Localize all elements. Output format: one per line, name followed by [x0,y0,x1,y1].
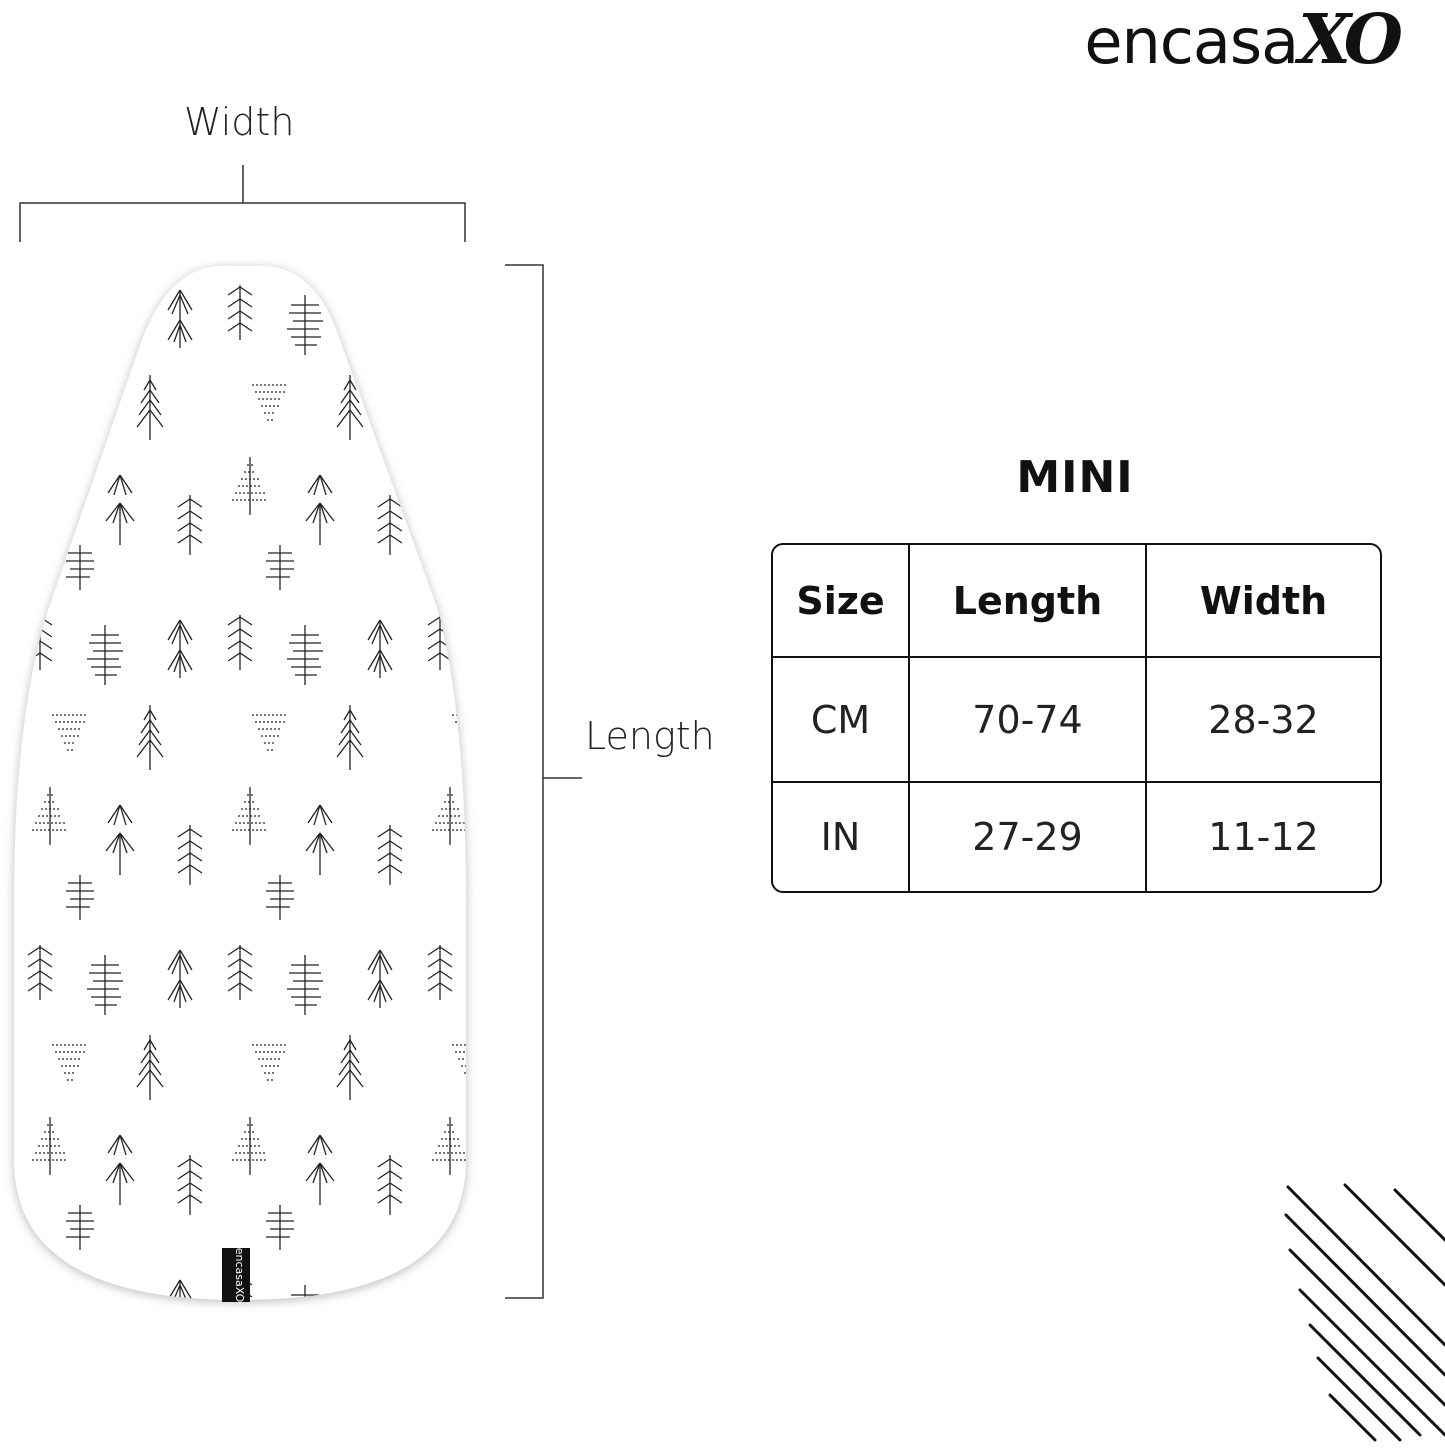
logo-text: encasa [1084,5,1299,78]
size-chart-title: MINI [1016,452,1134,503]
header-size: Size [773,545,910,658]
length-dimension-bracket [505,264,582,1299]
logo-script: XO [1298,0,1403,80]
cell-length-in: 27-29 [910,783,1147,891]
header-length: Length [910,545,1147,658]
brand-logo: encasaXO [1084,0,1403,80]
decorative-stripes [1284,1183,1445,1442]
tree-pattern [14,266,466,1300]
cell-width-cm: 28-32 [1147,658,1380,783]
row-unit-cm: CM [773,658,910,783]
width-dimension-bracket [19,165,466,242]
brand-tag-text: encasaXO [233,1248,246,1303]
size-chart-table: Size Length Width CM 70-74 28-32 IN 27-2… [771,543,1382,893]
ironing-board-cover [14,266,466,1302]
header-width: Width [1147,545,1380,658]
length-label: Length [585,714,715,758]
cell-length-cm: 70-74 [910,658,1147,783]
row-unit-in: IN [773,783,910,891]
brand-tag: encasaXO [222,1248,250,1303]
cell-width-in: 11-12 [1208,815,1319,859]
width-label: Width [184,100,295,144]
